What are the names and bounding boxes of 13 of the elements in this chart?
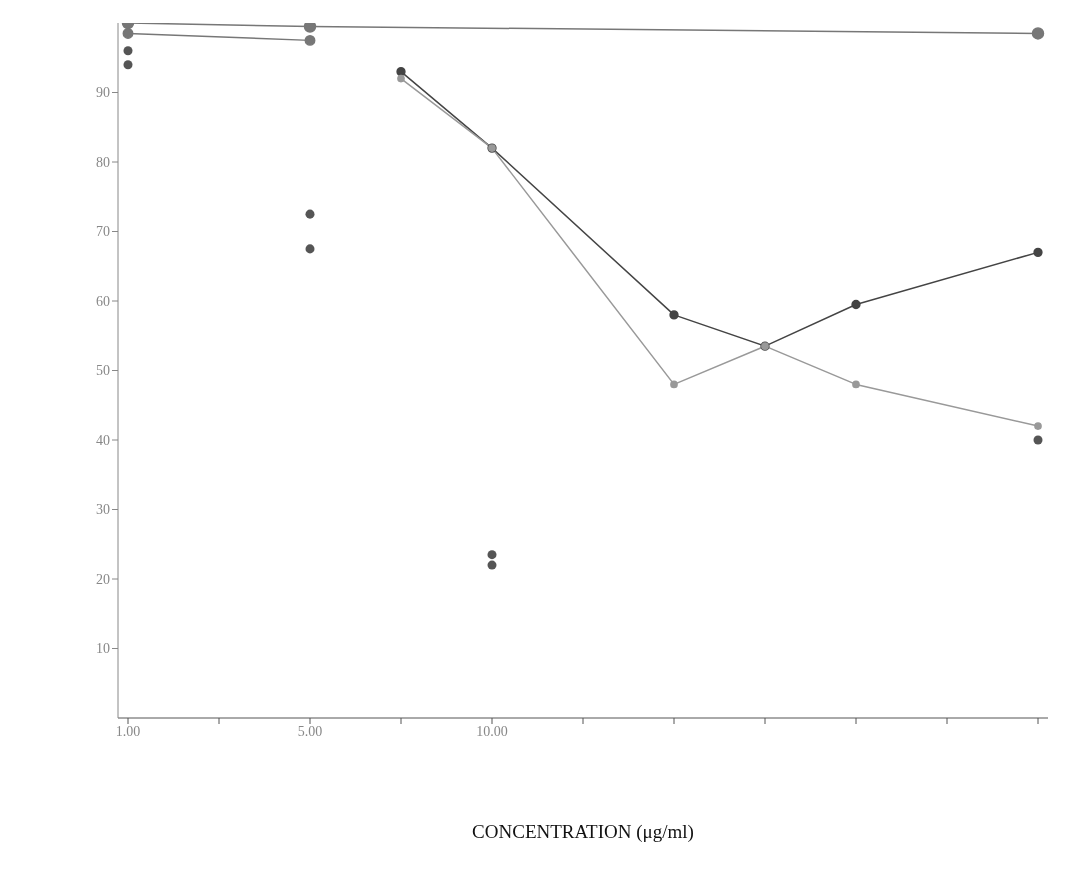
y-tick-label: 30 — [96, 502, 110, 518]
x-tick-label: 1.00 — [115, 723, 141, 739]
x-tick-label: 5.00 — [297, 723, 323, 739]
y-tick-label: 60 — [96, 293, 110, 309]
y-tick-label: 40 — [96, 432, 110, 448]
x-axis-title: CONCENTRATION (μg/ml) — [472, 821, 694, 843]
y-tick-label: 90 — [96, 85, 110, 101]
x-tick-label: 10.00 — [476, 723, 508, 739]
y-tick-label: 10 — [96, 641, 110, 657]
y-tick-label: 70 — [96, 224, 110, 240]
y-tick-label: 50 — [96, 363, 110, 379]
y-tick-label: 80 — [96, 154, 110, 170]
y-tick-label: 20 — [96, 571, 110, 587]
